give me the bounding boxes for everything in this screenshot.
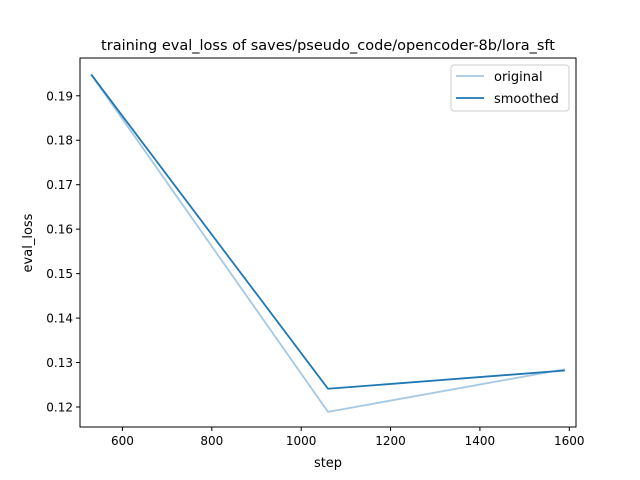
y-axis-ticks: 0.12 0.13 0.14 0.15 0.16 0.17 0.18 0.19 [46,89,80,414]
x-axis-label: step [314,456,342,471]
x-axis-ticks: 600 800 1000 1200 1400 1600 [111,427,585,448]
x-tick-label: 600 [111,434,134,448]
legend: original smoothed [450,64,570,112]
plot-frame [79,57,577,428]
y-tick-label: 0.13 [46,356,73,370]
x-tick-label: 1000 [286,434,317,448]
chart-title: training eval_loss of saves/pseudo_code/… [101,38,555,54]
y-tick-label: 0.16 [46,223,73,237]
x-tick-label: 800 [200,434,223,448]
x-tick-label: 1600 [554,434,585,448]
legend-label-smoothed: smoothed [494,92,559,107]
y-tick-label: 0.17 [46,178,73,192]
y-tick-label: 0.14 [46,312,73,326]
series-line-smoothed [90,73,565,390]
y-tick-label: 0.18 [46,134,73,148]
y-axis-label: eval_loss [21,213,36,272]
x-tick-label: 1400 [465,434,496,448]
y-tick-label: 0.19 [46,89,73,103]
series-layer [90,73,565,413]
legend-label-original: original [494,70,543,85]
series-line-original [90,73,565,413]
y-tick-label: 0.15 [46,267,73,281]
y-tick-label: 0.12 [46,400,73,414]
x-tick-label: 1200 [375,434,406,448]
